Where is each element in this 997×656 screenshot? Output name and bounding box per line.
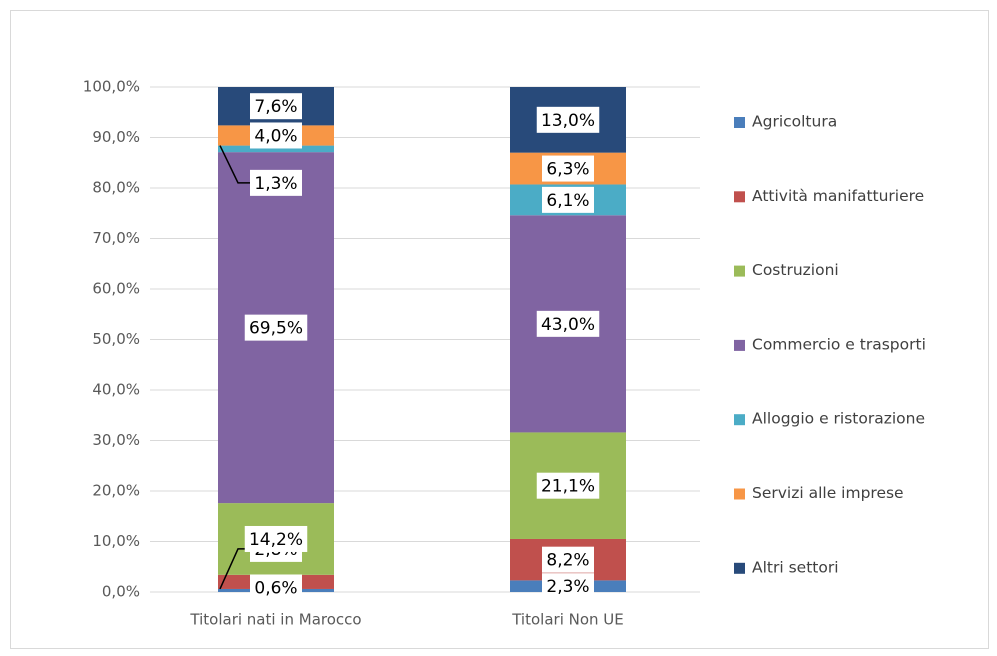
legend-label: Commercio e trasporti xyxy=(752,335,926,353)
y-tick-label: 60,0% xyxy=(92,280,140,298)
value-label-box xyxy=(250,122,302,149)
value-label-box xyxy=(542,155,594,182)
legend-label: Altri settori xyxy=(752,558,839,576)
legend-swatch xyxy=(734,339,745,351)
value-label: 1,3% xyxy=(254,174,297,194)
y-tick-label: 20,0% xyxy=(92,482,140,500)
y-tick-label: 100,0% xyxy=(83,78,140,96)
value-label-box xyxy=(250,93,302,120)
value-label-box xyxy=(250,169,302,196)
legend-label: Attività manifatturiere xyxy=(752,187,924,205)
legend-swatch xyxy=(734,191,745,203)
value-label-box xyxy=(542,186,594,213)
value-label: 0,6% xyxy=(254,578,297,598)
value-label: 6,3% xyxy=(546,160,589,180)
y-tick-label: 0,0% xyxy=(102,583,140,601)
y-tick-label: 70,0% xyxy=(92,229,140,247)
value-label-box xyxy=(536,310,600,337)
legend-swatch xyxy=(734,562,745,574)
y-tick-label: 50,0% xyxy=(92,330,140,348)
y-tick-label: 40,0% xyxy=(92,381,140,399)
y-tick-label: 80,0% xyxy=(92,179,140,197)
legend-swatch xyxy=(734,265,745,277)
value-label-box xyxy=(244,525,308,552)
value-label: 43,0% xyxy=(541,315,595,335)
value-label-box xyxy=(536,472,600,499)
legend-swatch xyxy=(734,117,745,128)
value-label: 6,1% xyxy=(546,191,589,211)
value-label-box xyxy=(536,106,600,133)
value-label-box xyxy=(244,314,308,341)
y-tick-label: 10,0% xyxy=(92,532,140,550)
legend-label: Servizi alle imprese xyxy=(752,484,904,502)
bar-segment xyxy=(218,145,334,153)
value-label: 21,1% xyxy=(541,477,595,497)
y-tick-label: 90,0% xyxy=(92,128,140,146)
value-label: 7,6% xyxy=(254,97,297,117)
x-tick-label: Titolari Non UE xyxy=(511,611,624,629)
legend-swatch xyxy=(734,488,745,500)
value-label: 13,0% xyxy=(541,111,595,131)
value-label: 69,5% xyxy=(249,319,303,339)
value-label: 8,2% xyxy=(546,551,589,571)
value-label: 4,0% xyxy=(254,126,297,146)
value-label: 14,2% xyxy=(249,530,303,550)
value-label-box xyxy=(542,546,594,573)
x-tick-label: Titolari nati in Marocco xyxy=(189,611,361,629)
value-label-box xyxy=(542,573,594,600)
value-label: 2,3% xyxy=(546,577,589,597)
y-tick-label: 30,0% xyxy=(92,431,140,449)
chart-frame xyxy=(10,10,989,649)
legend-label: Agricoltura xyxy=(752,113,837,131)
legend-swatch xyxy=(734,414,745,426)
value-label-box xyxy=(250,574,302,601)
leader-line xyxy=(219,145,250,184)
legend-label: Alloggio e ristorazione xyxy=(752,410,925,428)
legend-label: Costruzioni xyxy=(752,261,839,279)
